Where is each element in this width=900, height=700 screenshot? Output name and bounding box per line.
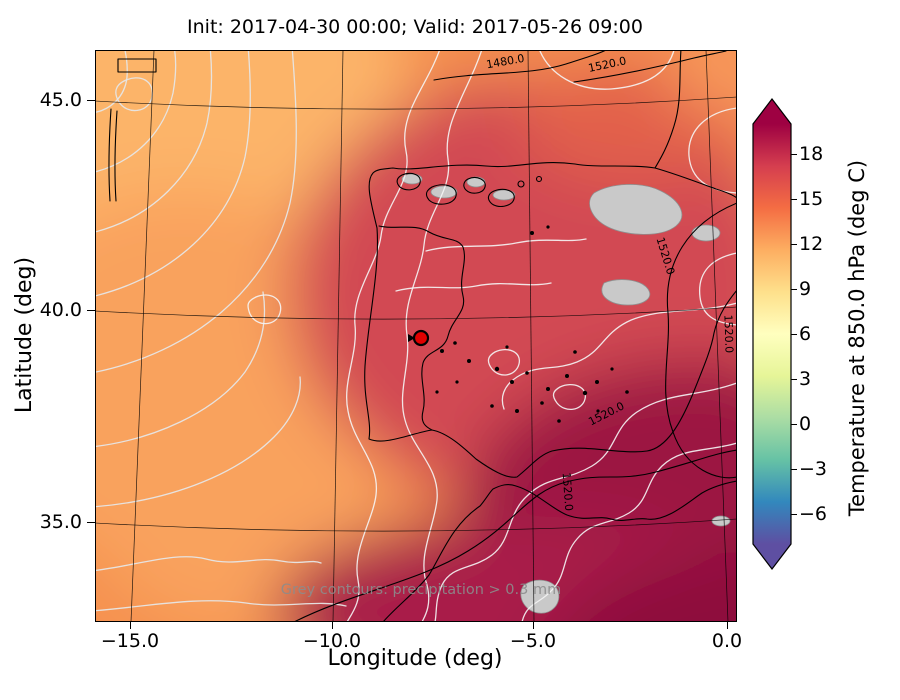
y-tick-mark: [87, 310, 95, 311]
colorbar-axis-label: Temperature at 850.0 hPa (deg C): [845, 159, 869, 517]
colorbar-tick-mark: [791, 154, 797, 155]
colorbar-tick-mark: [791, 334, 797, 335]
x-tick-label: −15.0: [100, 630, 160, 652]
x-tick-mark: [533, 622, 534, 629]
plot-title: Init: 2017-04-30 00:00; Valid: 2017-05-2…: [187, 16, 643, 38]
x-tick-mark: [130, 622, 131, 629]
colorbar-tick-mark: [791, 514, 797, 515]
colorbar-outline: [752, 98, 792, 570]
colorbar-tick-mark: [791, 289, 797, 290]
colorbar-tick-mark: [791, 379, 797, 380]
y-axis-label: Latitude (deg): [12, 256, 37, 414]
colorbar-tick-label: −6: [799, 503, 828, 525]
colorbar-tick-mark: [791, 424, 797, 425]
colorbar-tick-label: 12: [799, 233, 824, 255]
colorbar-arrow-bottom: [753, 544, 791, 569]
colorbar-tick-label: 6: [799, 323, 812, 345]
height-contour-1520-right: [665, 202, 736, 479]
y-tick-mark: [87, 100, 95, 101]
y-tick-label: 40.0: [39, 299, 82, 321]
colorbar-tick-label: 15: [799, 188, 824, 210]
y-tick-label: 35.0: [39, 511, 82, 533]
colorbar-canvas: [752, 98, 792, 570]
map-plot-area: 1480.0 1520.0 1520.0 1520.0 1520.0 1520.…: [95, 50, 737, 622]
colorbar-body: [753, 124, 791, 544]
temperature-fill-field: [96, 51, 736, 621]
temperature-contours-light: [96, 51, 347, 612]
border-pyrenees: [654, 167, 736, 198]
graticule: [96, 51, 736, 621]
colorbar-arrow-top: [753, 99, 791, 124]
location-marker: [408, 329, 430, 347]
contour-label: 1520.0: [560, 472, 576, 511]
precip-note: Grey contours: precipitation > 0.3 mm: [281, 582, 561, 598]
x-axis-label: Longitude (deg): [327, 646, 503, 671]
colorbar-tick-label: 18: [799, 143, 824, 165]
colorbar-tick-mark: [791, 469, 797, 470]
coastline-iberia: [364, 51, 736, 478]
colorbar: [752, 98, 792, 570]
x-tick-mark: [727, 622, 728, 629]
border-portugal-spain: [378, 225, 465, 431]
x-tick-label: 0.0: [711, 630, 743, 652]
y-tick-mark: [87, 522, 95, 523]
x-tick-mark: [332, 622, 333, 629]
height-contour-1520-bottom: [294, 449, 736, 621]
colorbar-tick-label: 9: [799, 278, 812, 300]
colorbar-tick-mark: [791, 199, 797, 200]
map-canvas: 1480.0 1520.0 1520.0 1520.0 1520.0 1520.…: [96, 51, 736, 621]
x-tick-label: −5.0: [509, 630, 557, 652]
colorbar-tick-label: 0: [799, 413, 812, 435]
colorbar-tick-label: 3: [799, 368, 812, 390]
x-tick-label: −10.0: [302, 630, 362, 652]
contour-label: 1520.0: [721, 314, 735, 353]
y-tick-label: 45.0: [39, 89, 82, 111]
height-contour-1480: [433, 51, 606, 81]
colorbar-tick-mark: [791, 244, 797, 245]
height-contour-1520-top: [573, 51, 727, 83]
colorbar-tick-label: −3: [799, 458, 828, 480]
coastlines-and-height-contours: [108, 51, 736, 621]
